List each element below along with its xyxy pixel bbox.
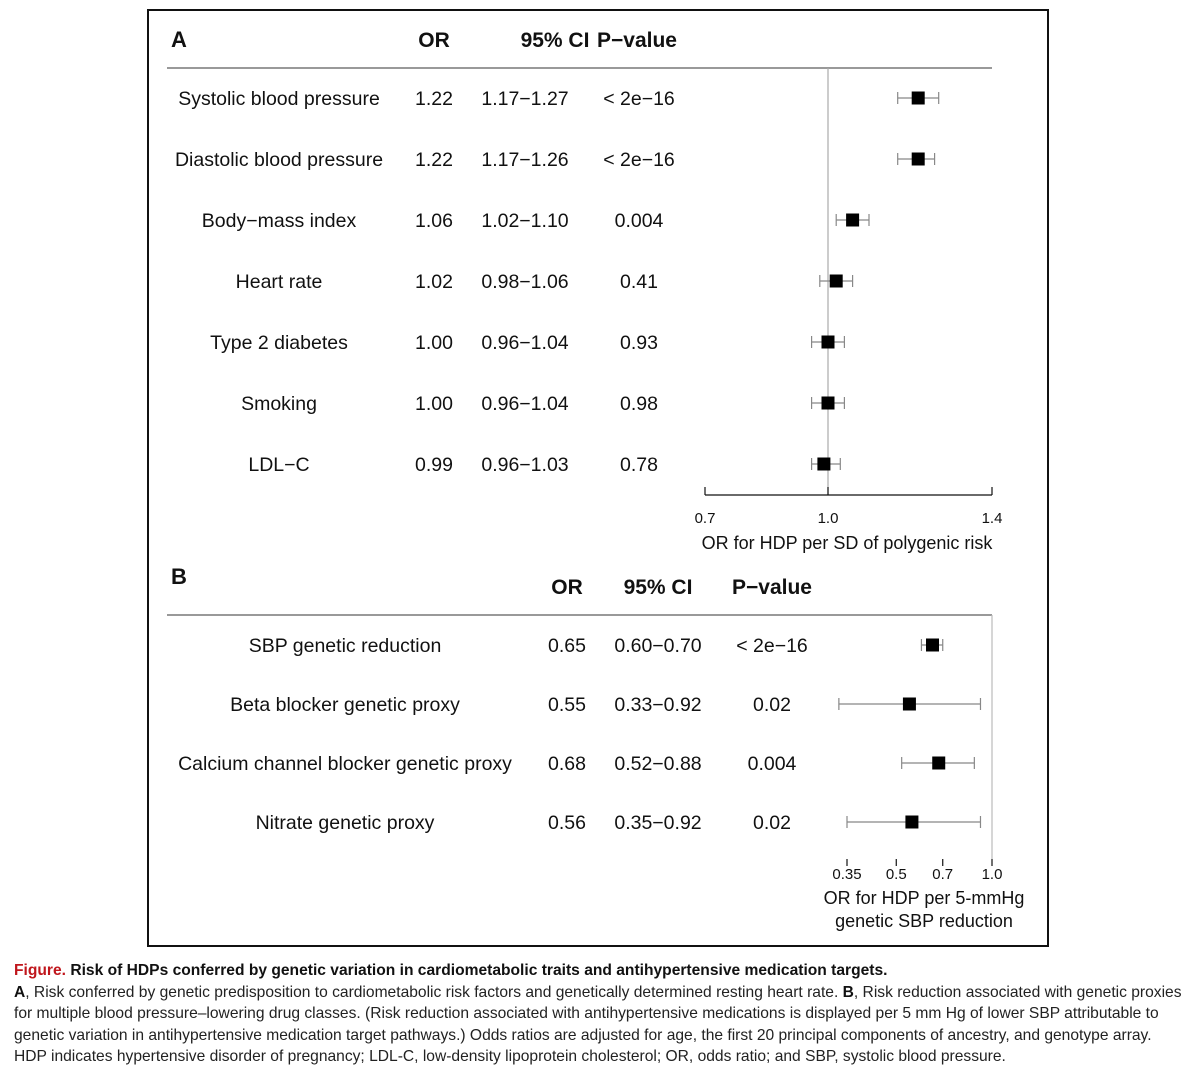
panel-b-x-axis-label: OR for HDP per 5-mmHg (824, 888, 1025, 908)
panel-b-point (905, 815, 919, 829)
panel-a-row-p: 0.98 (620, 393, 658, 415)
panel-a-row-p: 0.78 (620, 454, 658, 476)
panel-a-row-label: Systolic blood pressure (178, 88, 380, 110)
panel-a-point (821, 396, 835, 410)
panel-a-row-ci: 0.98−1.06 (481, 271, 568, 293)
panel-a-x-axis-label: OR for HDP per SD of polygenic risk (702, 533, 994, 553)
panel-a-x-tick-label: 0.7 (695, 510, 716, 527)
panel-a-row-p: < 2e−16 (603, 88, 675, 110)
panel-b-letter: B (171, 564, 187, 589)
panel-b-row-ci: 0.60−0.70 (614, 635, 701, 657)
panel-a-row-ci: 1.17−1.27 (481, 88, 568, 110)
panel-b-row-or: 0.55 (548, 694, 586, 716)
panel-a-header-2: P−value (597, 29, 677, 52)
panel-b-row-ci: 0.35−0.92 (614, 812, 701, 834)
caption-label: Figure. (14, 962, 66, 979)
panel-b-x-axis-label: genetic SBP reduction (835, 911, 1013, 931)
forest-plot: A OR 95% CI P−value Systolic blood pressure 1… (167, 27, 1025, 931)
panel-b-x-tick-label: 0.5 (886, 866, 907, 883)
panel-b-row-or: 0.65 (548, 635, 586, 657)
panel-b-point (926, 638, 940, 652)
panel-a-row-ci: 1.02−1.10 (481, 210, 568, 232)
panel-b-point (902, 697, 916, 711)
panel-a-row-label: LDL−C (248, 454, 309, 476)
panel-b-row-p: < 2e−16 (736, 635, 808, 657)
caption-panel-b-letter: B (842, 983, 854, 1001)
panel-a-row-or: 1.22 (415, 88, 453, 110)
panel-b-header-0: OR (551, 576, 583, 599)
panel-b-row-p: 0.02 (753, 694, 791, 716)
panel-b-row-or: 0.68 (548, 753, 586, 775)
panel-b-row-label: SBP genetic reduction (249, 635, 442, 657)
panel-a-row-or: 1.00 (415, 393, 453, 415)
panel-b-point (932, 756, 946, 770)
panel-a-row-or: 1.22 (415, 149, 453, 171)
panel-a-row-p: < 2e−16 (603, 149, 675, 171)
panel-b-row-label: Nitrate genetic proxy (256, 812, 435, 834)
panel-a-row-p: 0.004 (615, 210, 664, 232)
caption-title: Risk of HDPs conferred by genetic variat… (70, 962, 888, 979)
panel-a-point (821, 335, 835, 349)
panel-b-row-ci: 0.33−0.92 (614, 694, 701, 716)
panel-a-row-ci: 0.96−1.03 (481, 454, 568, 476)
panel-a-x-tick-label: 1.4 (982, 510, 1003, 527)
panel-a-row-label: Heart rate (236, 271, 323, 293)
panel-b-x-tick-label: 0.7 (932, 866, 953, 883)
panel-a-row-or: 1.06 (415, 210, 453, 232)
panel-b-row-p: 0.004 (748, 753, 797, 775)
panel-a-row-ci: 1.17−1.26 (481, 149, 568, 171)
panel-a-row-label: Diastolic blood pressure (175, 149, 383, 171)
panel-a-row-or: 1.02 (415, 271, 453, 293)
panel-b-row-or: 0.56 (548, 812, 586, 834)
panel-a-row-label: Body−mass index (202, 210, 357, 232)
figure-caption: Figure. Risk of HDPs conferred by geneti… (14, 960, 1186, 1068)
panel-a-row-p: 0.41 (620, 271, 658, 293)
panel-a-point (846, 213, 860, 227)
panel-a-row-label: Type 2 diabetes (210, 332, 348, 354)
panel-b-x-tick-label: 0.35 (832, 866, 861, 883)
caption-body: A, Risk conferred by genetic predisposit… (14, 984, 1182, 1066)
panel-a-point (817, 457, 831, 471)
caption-panel-b-text: , Risk reduction associated with genetic… (14, 983, 1182, 1066)
panel-a-row-or: 1.00 (415, 332, 453, 354)
panel-a-row-ci: 0.96−1.04 (481, 393, 568, 415)
panel-b-row-label: Beta blocker genetic proxy (230, 694, 460, 716)
panel-a-point (911, 91, 925, 105)
panel-b-row-ci: 0.52−0.88 (614, 753, 701, 775)
panel-a-row-p: 0.93 (620, 332, 658, 354)
panel-a-header-1: 95% CI (521, 29, 590, 52)
panel-a-point (829, 274, 843, 288)
panel-a-point (911, 152, 925, 166)
panel-b-row-p: 0.02 (753, 812, 791, 834)
panel-a-header-0: OR (418, 29, 450, 52)
panel-b-row-label: Calcium channel blocker genetic proxy (178, 753, 512, 775)
figure-frame: A OR 95% CI P−value Systolic blood pressure 1… (147, 9, 1049, 947)
panel-b-header-2: P−value (732, 576, 812, 599)
caption-panel-a-letter: A (14, 983, 26, 1001)
panel-b-header-1: 95% CI (624, 576, 693, 599)
panel-a-row-or: 0.99 (415, 454, 453, 476)
panel-b-x-tick-label: 1.0 (982, 866, 1003, 883)
panel-a-row-ci: 0.96−1.04 (481, 332, 568, 354)
panel-a-x-tick-label: 1.0 (818, 510, 839, 527)
panel-a-letter: A (171, 27, 187, 52)
caption-panel-a-text: , Risk conferred by genetic predispositi… (25, 983, 843, 1001)
panel-a-row-label: Smoking (241, 393, 317, 415)
